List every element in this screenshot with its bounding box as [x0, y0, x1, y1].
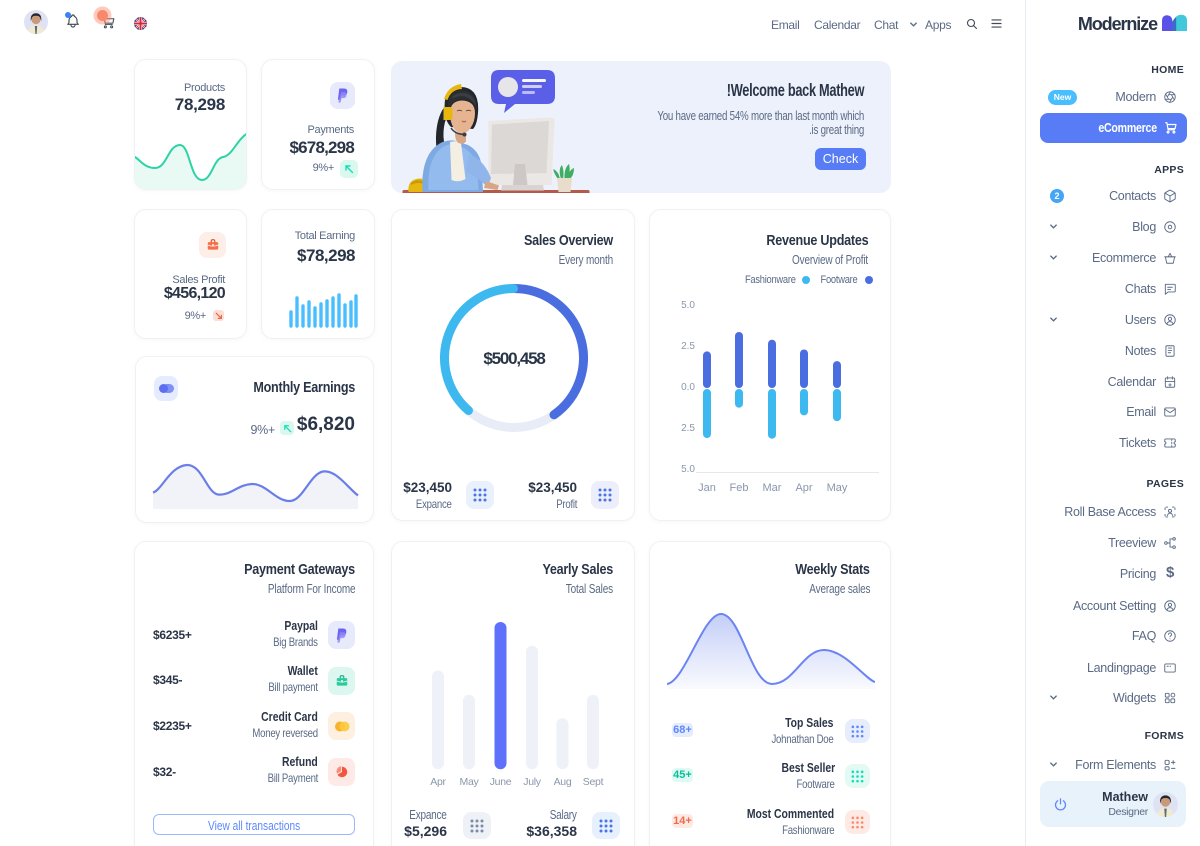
svg-text:Apr: Apr [795, 482, 812, 494]
svg-text:2.5: 2.5 [681, 423, 695, 434]
svg-text:5.0: 5.0 [681, 464, 695, 475]
svg-text:5.0: 5.0 [681, 300, 695, 311]
svg-text:June: June [490, 776, 512, 788]
svg-text:Apr: Apr [430, 776, 446, 788]
svg-text:Jan: Jan [698, 482, 716, 494]
svg-text:Mar: Mar [763, 482, 782, 494]
svg-text:Aug: Aug [554, 776, 572, 788]
svg-text:May: May [827, 482, 848, 494]
svg-text:May: May [460, 776, 480, 788]
svg-text:July: July [523, 776, 542, 788]
svg-text:Feb: Feb [730, 482, 749, 494]
svg-text:2.5: 2.5 [681, 341, 695, 352]
svg-text:Sept: Sept [583, 776, 604, 788]
svg-text:0.0: 0.0 [681, 382, 695, 393]
